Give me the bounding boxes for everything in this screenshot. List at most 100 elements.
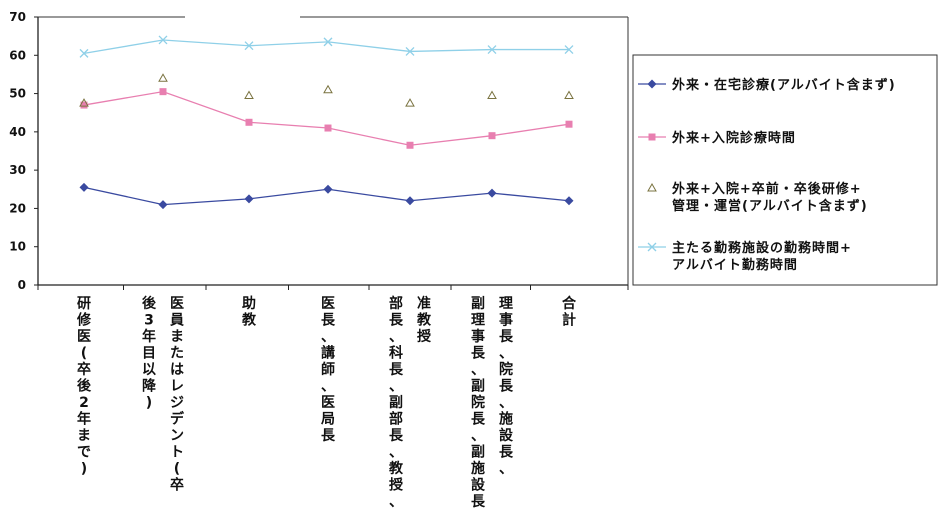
x-category-char: 年 [77, 411, 91, 428]
x-category-char: 、 [389, 379, 403, 395]
legend-label: 外来+入院診療時間 [671, 130, 796, 146]
data-point [565, 120, 573, 128]
data-point [405, 196, 415, 206]
data-point [244, 90, 254, 99]
x-category-char: ) [81, 461, 87, 477]
x-category-char: 、 [499, 395, 513, 411]
x-category-char: ま [77, 428, 91, 444]
x-category-char: ジ [170, 395, 184, 411]
x-category-char: ( [174, 461, 180, 477]
x-category-char: 長 [321, 428, 336, 444]
data-point [158, 73, 168, 82]
x-category-char: 医 [321, 395, 335, 411]
x-category-char: 理 [471, 313, 485, 329]
x-category-char: 部 [389, 411, 403, 428]
x-category-char: 長 [499, 329, 514, 345]
x-category-label: 医長、講師、医局長 [321, 296, 336, 444]
legend-marker [647, 182, 657, 192]
x-category-char: 事 [471, 328, 485, 345]
legend-entry: 外来+入院診療時間 [638, 130, 796, 146]
x-category-char: は [170, 362, 184, 378]
x-category-char: 施 [499, 411, 513, 428]
x-category-char: 、 [499, 461, 513, 477]
y-axis: 0 10 20 30 40 50 60 70 [9, 10, 38, 292]
data-point [245, 118, 253, 126]
x-category-char: ) [146, 395, 152, 411]
data-point [159, 88, 167, 96]
legend-box [632, 54, 938, 286]
x-category-char: 長 [321, 313, 336, 329]
y-tick-label: 30 [9, 163, 26, 177]
x-category-char: ン [170, 428, 184, 444]
x-category-char: 、 [321, 379, 335, 395]
data-point [80, 101, 88, 109]
x-category-char: 長 [389, 313, 404, 329]
data-point [564, 196, 574, 206]
x-category-char: 、 [471, 428, 485, 444]
x-category-char: 後 [142, 295, 157, 312]
x-category-char: 教 [417, 312, 432, 329]
x-category-label: 理事長、院長、施設長、 [499, 296, 514, 477]
x-category-char: 2 [79, 395, 89, 411]
x-category-char: 長 [499, 445, 514, 461]
x-category-char: 長 [389, 362, 404, 378]
legend-label: 管理・運営(アルバイト含まず) [672, 198, 868, 214]
x-category-char: 事 [499, 312, 513, 329]
x-category-char: 部 [389, 295, 403, 312]
y-tick-label: 70 [9, 10, 26, 24]
x-category-char: 理 [499, 296, 513, 312]
x-category-char: ( [81, 346, 87, 362]
x-category-char: 副 [471, 445, 485, 461]
x-category-char: 院 [499, 361, 513, 378]
x-category-label: 合計 [562, 295, 577, 329]
data-point [79, 182, 89, 192]
x-category-char: 、 [389, 494, 403, 510]
legend-label: アルバイト勤務時間 [672, 257, 798, 273]
x-category-label: 助教 [242, 295, 257, 329]
x-category-char: 授 [417, 328, 432, 345]
x-category-char: 以 [142, 362, 156, 378]
x-category-char: 、 [389, 445, 403, 461]
x-category-char: た [170, 346, 184, 362]
legend-marker [648, 133, 656, 141]
x-category-char: で [77, 445, 91, 461]
x-category-char: 教 [242, 312, 257, 329]
x-category-char: 年 [142, 328, 156, 345]
data-point [487, 188, 497, 198]
x-category-char: デ [170, 411, 185, 428]
data-point [158, 35, 168, 45]
x-category-char: 医 [321, 296, 335, 312]
x-category-char: 長 [389, 428, 404, 444]
data-point [324, 124, 332, 132]
y-tick-label: 50 [9, 87, 26, 101]
x-category-char: 修 [76, 312, 92, 329]
x-category-char: 3 [144, 313, 154, 329]
x-category-char: レ [170, 379, 184, 395]
data-point [406, 141, 414, 149]
x-category-char: 師 [321, 361, 335, 378]
x-category-char: 副 [389, 395, 403, 411]
legend-marker [647, 79, 657, 89]
y-tick-label: 10 [9, 240, 26, 254]
x-category-char: 目 [142, 346, 156, 362]
x-category-char: 後 [77, 378, 92, 395]
legend-entry: 外来+入院+卒前・卒後研修+管理・運営(アルバイト含まず) [647, 181, 868, 214]
data-point [405, 46, 415, 56]
data-point [323, 37, 333, 47]
series-3 [79, 73, 574, 107]
x-category-char: 、 [389, 329, 403, 345]
x-category-char: 設 [471, 477, 486, 494]
x-category-char: 、 [321, 329, 335, 345]
data-point [487, 90, 497, 99]
legend-entry: 主たる勤務施設の勤務時間+アルバイト勤務時間 [638, 240, 851, 273]
x-category-char: 副 [471, 296, 485, 312]
x-category-char: 、 [471, 362, 485, 378]
x-category-char: 施 [471, 460, 485, 477]
series-layer [79, 35, 574, 210]
data-point [488, 132, 496, 140]
x-category-char: 計 [562, 312, 576, 329]
x-category-char: 授 [389, 477, 404, 494]
